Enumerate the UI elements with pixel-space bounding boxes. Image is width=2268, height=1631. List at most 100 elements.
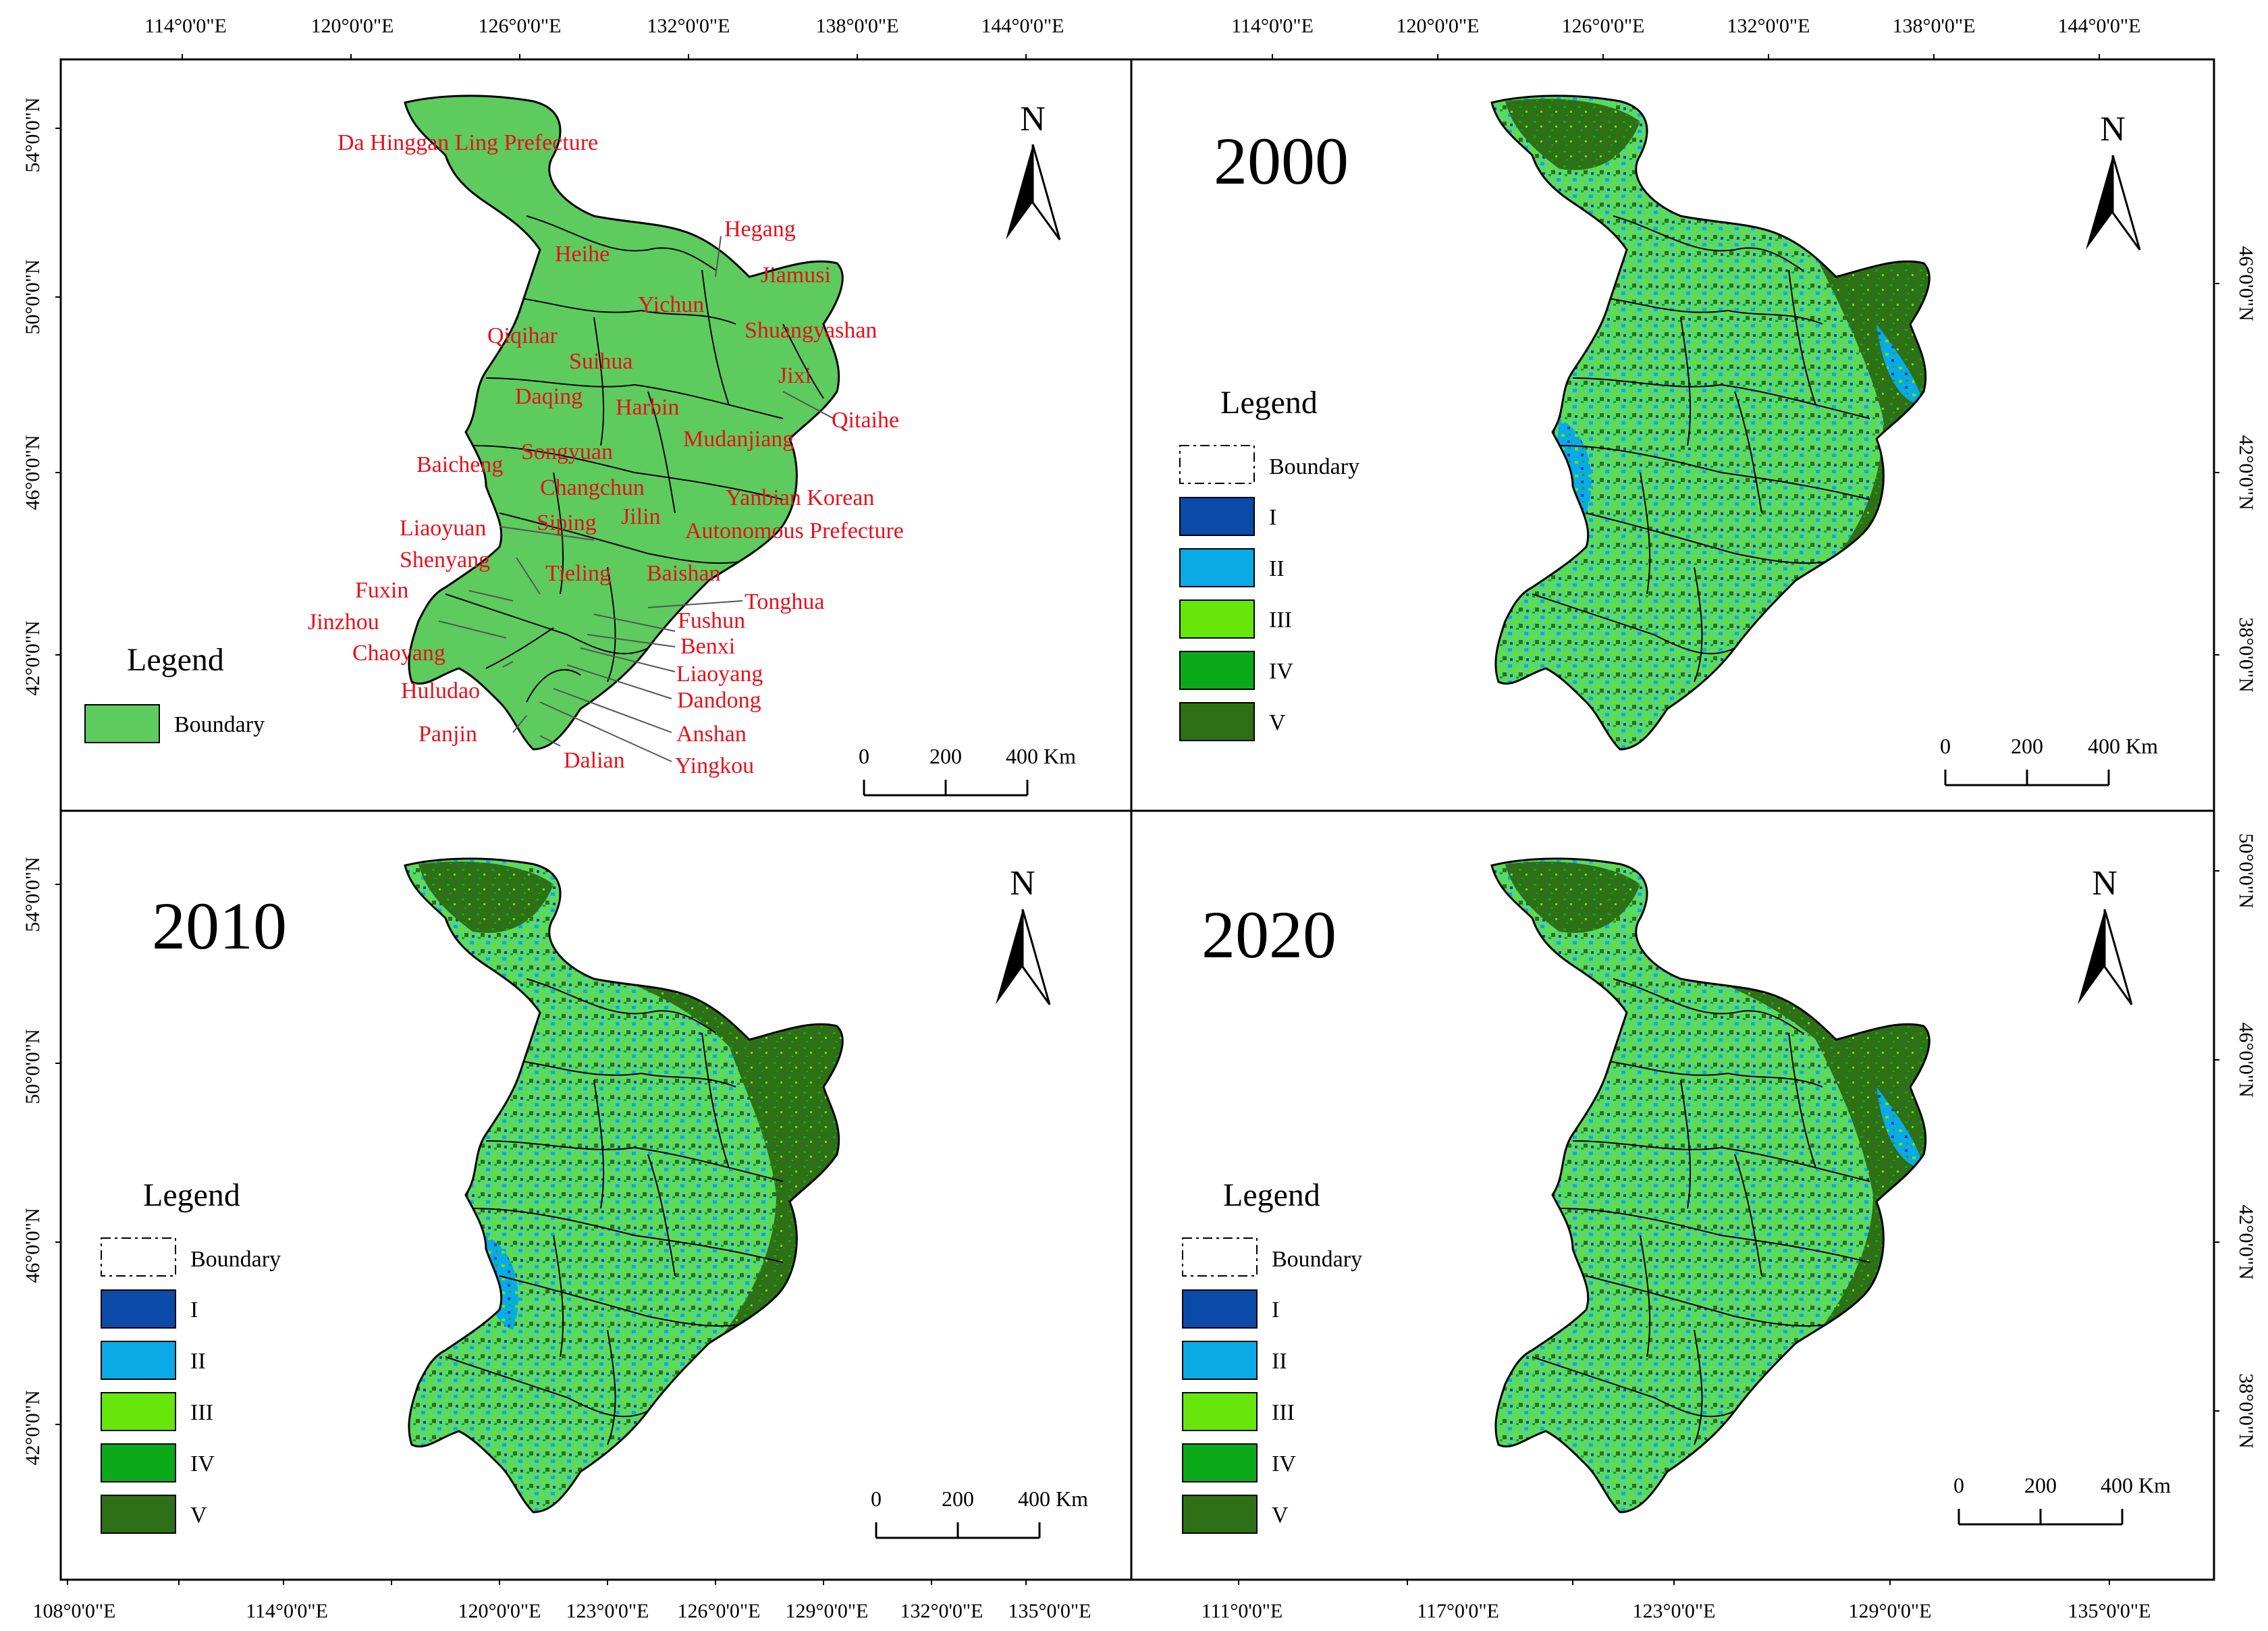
label-leader-lines	[438, 236, 834, 762]
year-title-2010: 2010	[152, 888, 287, 963]
label-yichun: Yichun	[638, 292, 704, 317]
north-arrow: N	[996, 864, 1051, 1005]
label-dandong: Dandong	[677, 688, 761, 713]
legend-class-label: V	[1269, 710, 1286, 735]
panel-reference: Da Hinggan Ling Prefecture Heihe Hegang …	[84, 95, 1076, 797]
lon-label: 129°0'0"E	[786, 1600, 869, 1622]
legend-title: Legend	[127, 642, 224, 678]
legend-2010: Legend Boundary I II III IV V	[101, 1177, 281, 1534]
label-fushun: Fushun	[678, 608, 745, 633]
label-jinzhou: Jinzhou	[308, 610, 379, 635]
lon-label: 120°0'0"E	[1397, 15, 1480, 37]
north-label: N	[1010, 864, 1035, 903]
label-dalian: Dalian	[564, 748, 625, 773]
north-label: N	[2100, 110, 2126, 149]
legend-boundary-swatch	[101, 1237, 176, 1277]
left-latitude-labels: 54°0'0"N 50°0'0"N 46°0'0"N 42°0'0"N 54°0…	[22, 97, 44, 1465]
north-label: N	[2092, 864, 2117, 903]
scale-tick: 0	[859, 744, 869, 768]
label-anshan: Anshan	[676, 722, 747, 747]
scale-tick: 400 Km	[2101, 1473, 2171, 1497]
lat-label: 38°0'0"N	[2235, 617, 2257, 692]
label-autonomous-prefecture: Autonomous Prefecture	[685, 518, 904, 543]
lon-label: 132°0'0"E	[900, 1600, 983, 1622]
label-da-hinggan-ling: Da Hinggan Ling Prefecture	[338, 130, 598, 155]
legend-class-iii-swatch	[101, 1392, 176, 1431]
legend-class-iv-swatch	[1182, 1443, 1258, 1482]
label-yanbian: Yanbian Korean	[726, 485, 874, 510]
legend-boundary-label: Boundary	[174, 712, 265, 737]
legend-boundary-label: Boundary	[1272, 1247, 1362, 1272]
prefecture-labels: Da Hinggan Ling Prefecture Heihe Hegang …	[308, 130, 904, 778]
label-benxi: Benxi	[680, 634, 735, 659]
panel-2010	[404, 857, 844, 1514]
legend-2020: Legend Boundary I II III IV V	[1182, 1177, 1362, 1534]
legend-boundary-label: Boundary	[190, 1247, 281, 1272]
lat-label: 42°0'0"N	[22, 620, 44, 695]
scale-tick: 400 Km	[1006, 744, 1076, 768]
legend-class-v-swatch	[1179, 702, 1255, 741]
label-baicheng: Baicheng	[416, 452, 503, 477]
lon-label: 114°0'0"E	[246, 1600, 328, 1622]
legend-boundary-label: Boundary	[1269, 454, 1359, 479]
lon-label: 132°0'0"E	[647, 15, 730, 37]
lon-label: 108°0'0"E	[33, 1600, 116, 1622]
lat-label: 54°0'0"N	[22, 857, 44, 932]
label-jiamusi: Jiamusi	[761, 263, 831, 288]
bottom-longitude-labels: 108°0'0"E 114°0'0"E 120°0'0"E 123°0'0"E …	[33, 1600, 2151, 1622]
legend-boundary-swatch	[84, 704, 160, 743]
scale-bar: 0 200 400 Km	[871, 1487, 1088, 1539]
label-qitaihe: Qitaihe	[832, 408, 899, 433]
scale-tick: 0	[871, 1487, 882, 1511]
lon-label: 117°0'0"E	[1417, 1600, 1499, 1622]
north-arrow: N	[2078, 864, 2133, 1005]
lon-label: 123°0'0"E	[566, 1600, 649, 1622]
scale-tick: 200	[2024, 1473, 2057, 1497]
legend-class-label: V	[190, 1503, 207, 1528]
panel-2000	[1490, 95, 1931, 751]
right-latitude-labels: 46°0'0"N 42°0'0"N 38°0'0"N 50°0'0"N 46°0…	[2235, 246, 2257, 1448]
legend-class-label: IV	[1269, 659, 1293, 684]
label-mudanjiang: Mudanjiang	[683, 427, 794, 452]
legend-title: Legend	[1220, 385, 1318, 421]
legend-class-label: III	[190, 1400, 213, 1425]
label-fuxin: Fuxin	[355, 578, 408, 603]
lon-label: 138°0'0"E	[816, 15, 899, 37]
scale-tick: 200	[2011, 734, 2043, 758]
legend-class-iii-swatch	[1182, 1392, 1258, 1431]
region-boundary	[404, 95, 844, 751]
label-changchun: Changchun	[540, 475, 645, 500]
label-shenyang: Shenyang	[400, 547, 490, 572]
figure-frame	[59, 58, 2215, 1581]
lon-label: 132°0'0"E	[1727, 15, 1810, 37]
legend-class-v-swatch	[1182, 1495, 1258, 1534]
lat-label: 38°0'0"N	[2235, 1373, 2257, 1448]
legend-boundary-swatch	[1179, 445, 1255, 484]
legend-class-label: III	[1269, 608, 1292, 633]
lat-label: 54°0'0"N	[22, 97, 44, 172]
label-qiqihar: Qiqihar	[487, 323, 558, 348]
label-yingkou: Yingkou	[675, 753, 754, 778]
legend-class-label: IV	[190, 1451, 215, 1476]
label-suihua: Suihua	[569, 349, 632, 374]
lon-label: 114°0'0"E	[144, 15, 227, 37]
label-liaoyang: Liaoyang	[676, 662, 763, 687]
lon-label: 111°0'0"E	[1202, 1600, 1283, 1622]
lat-label: 46°0'0"N	[22, 435, 44, 510]
scale-tick: 200	[942, 1487, 974, 1511]
label-heihe: Heihe	[555, 242, 610, 267]
label-huludao: Huludao	[401, 678, 480, 703]
lon-label: 120°0'0"E	[458, 1600, 541, 1622]
lat-label: 42°0'0"N	[2235, 1204, 2257, 1279]
scale-tick: 0	[1953, 1473, 1964, 1497]
year-title-2000: 2000	[1214, 124, 1349, 198]
lon-label: 123°0'0"E	[1633, 1600, 1716, 1622]
lon-label: 129°0'0"E	[1849, 1600, 1932, 1622]
lat-label: 42°0'0"N	[22, 1390, 44, 1465]
scale-tick: 0	[1940, 734, 1951, 758]
label-baishan: Baishan	[647, 561, 721, 586]
lat-label: 46°0'0"N	[2235, 246, 2257, 321]
panel-2020	[1490, 857, 1931, 1514]
legend-class-ii-swatch	[101, 1341, 176, 1380]
